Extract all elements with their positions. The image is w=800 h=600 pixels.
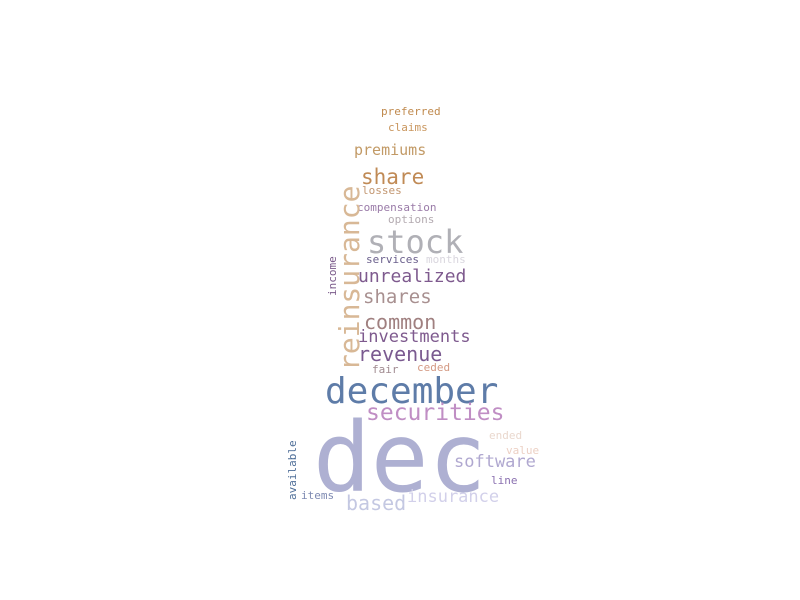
word-unrealized: unrealized — [358, 266, 467, 287]
word-line: line — [491, 474, 518, 487]
word-compensation: compensation — [357, 201, 437, 214]
word-revenue: revenue — [358, 342, 443, 366]
word-premiums: premiums — [354, 141, 427, 159]
word-shares: shares — [363, 286, 432, 308]
word-ended: ended — [489, 429, 523, 442]
word-options: options — [388, 213, 435, 226]
word-based: based — [346, 491, 407, 515]
word-income: income — [326, 256, 339, 296]
word-december: december — [325, 371, 499, 412]
word-insurance: insurance — [407, 487, 500, 507]
word-securities: securities — [366, 400, 505, 426]
word-value: value — [506, 444, 540, 457]
word-items: items — [301, 489, 335, 502]
word-preferred: preferred — [381, 105, 441, 118]
word-claims: claims — [388, 121, 428, 134]
word-available: available — [286, 440, 299, 500]
word-investments: investments — [358, 327, 471, 347]
word-dec: dec — [313, 402, 487, 514]
word-fair: fair — [372, 363, 399, 376]
word-software: software — [454, 452, 536, 472]
word-months: months — [426, 253, 466, 266]
word-services: services — [366, 253, 419, 266]
word-stock: stock — [367, 223, 464, 261]
word-ceded: ceded — [417, 361, 451, 374]
word-losses: losses — [362, 184, 402, 197]
word-common: common — [364, 310, 437, 334]
word-share: share — [361, 165, 425, 189]
